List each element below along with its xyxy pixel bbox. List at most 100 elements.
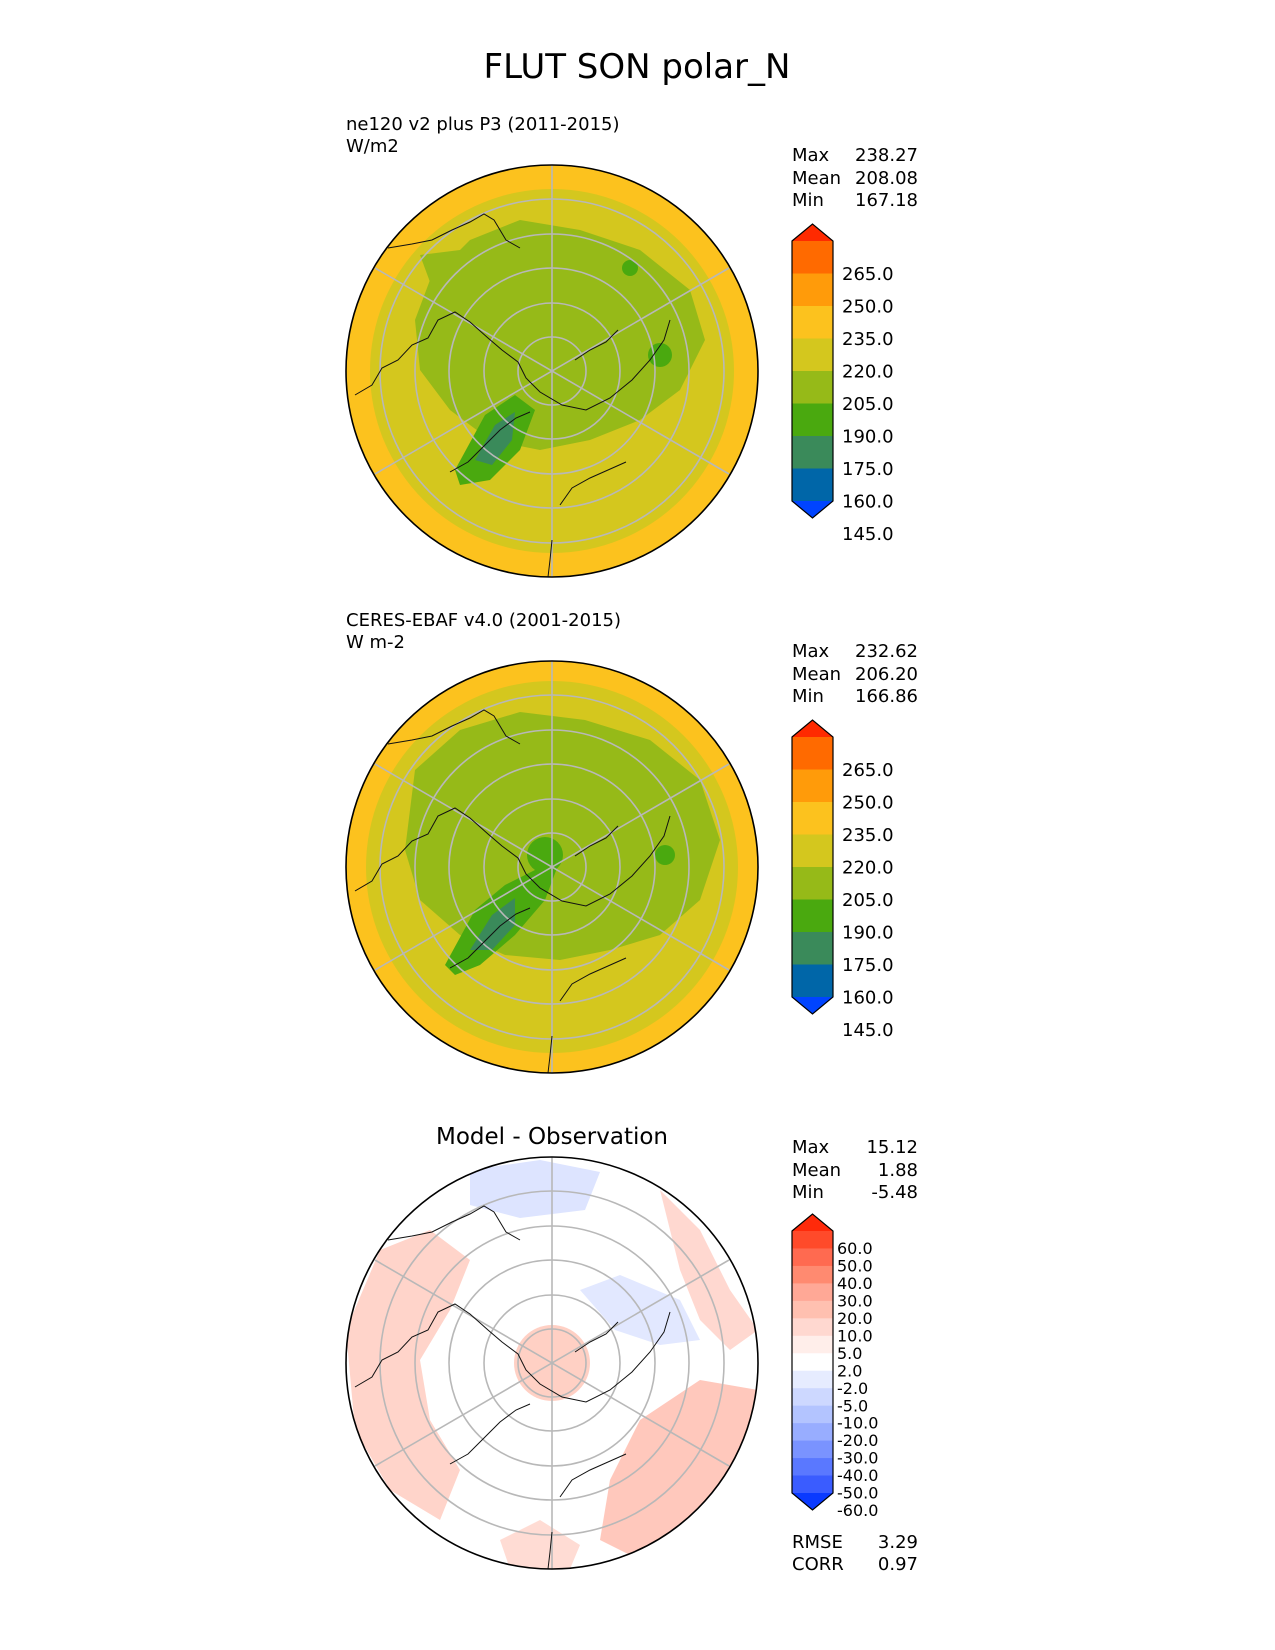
colorbar-tick-label: 175.0: [842, 955, 894, 976]
colorbar-segment: [792, 1405, 833, 1424]
stat-max-value: 232.62: [855, 641, 918, 662]
colorbar-tick-label: -20.0: [837, 1431, 878, 1450]
colorbar-tick-label: 250.0: [842, 296, 894, 317]
colorbar-tick-label: -2.0: [837, 1379, 868, 1398]
colorbar-tick-label: 205.0: [842, 890, 894, 911]
graticule: [374, 1157, 730, 1569]
colorbar-segment: [792, 241, 833, 274]
colorbar-tick-label: -5.0: [837, 1396, 868, 1415]
map-cold-spot: [527, 837, 563, 873]
colorbar-tick-label: 160.0: [842, 491, 894, 512]
colorbar-tick-label: 20.0: [837, 1309, 873, 1328]
colorbar-extend-max: [792, 1214, 833, 1231]
stats-block: Max 238.27 Mean 208.08 Min 167.18: [792, 145, 918, 211]
colorbar-tick-label: 220.0: [842, 361, 894, 382]
diff-positive-region: [660, 1190, 758, 1350]
colorbar-segment: [792, 338, 833, 372]
colorbar-segment: [792, 769, 833, 803]
colorbar-outline: [791, 1213, 834, 1511]
panel-test: ne120 v2 plus P3 (2011-2015) W/m2: [345, 114, 918, 578]
colorbar-extend-max: [792, 720, 833, 737]
stat-mean-label: Mean: [792, 664, 841, 685]
colorbar-tick-label: 10.0: [837, 1326, 873, 1345]
stat-min-label: Min: [792, 686, 824, 707]
colorbar-tick-label: 40.0: [837, 1274, 873, 1293]
stat-min-value: -5.48: [871, 1182, 918, 1203]
colorbar-segment: [792, 306, 833, 339]
graticule: [374, 661, 730, 1073]
panel-header-line: CERES-EBAF v4.0 (2001-2015): [346, 610, 621, 631]
colorbar-segment: [792, 964, 833, 998]
map-colder-region: [475, 412, 515, 465]
stats-block: Max 232.62 Mean 206.20 Min 166.86: [792, 641, 918, 707]
colorbar-tick-label: -50.0: [837, 1484, 878, 1503]
diff-positive-region: [346, 1230, 470, 1520]
colorbar-segment: [792, 802, 833, 835]
colorbar-segment: [792, 1283, 833, 1302]
colorbar-tick-label: 50.0: [837, 1257, 873, 1276]
colorbar-extend-min: [792, 997, 833, 1014]
colorbar: 60.050.040.030.020.010.05.02.0-2.0-5.0-1…: [791, 1213, 878, 1520]
colorbar-extend-min: [792, 501, 833, 518]
colorbar-tick-label: 205.0: [842, 394, 894, 415]
colorbar-segment: [792, 1300, 833, 1319]
colorbar-segment: [792, 932, 833, 965]
colorbar-tick-label: 145.0: [842, 524, 894, 545]
panel-difference: Model - Observation Max 15.: [345, 1124, 918, 1575]
panel-header-line: ne120 v2 plus P3 (2011-2015): [346, 114, 620, 135]
map-border: [345, 164, 759, 578]
colorbar-segment: [792, 1370, 833, 1389]
colorbar-segment: [792, 403, 833, 437]
map-colder-region: [470, 898, 515, 950]
colorbar: 265.0 250.0 235.0 220.0 205.0 190.0 175.0 160.0…: [791, 223, 894, 545]
metric-corr-label: CORR: [792, 1554, 844, 1575]
colorbar-segment: [792, 371, 833, 404]
colorbar-segment: [792, 1248, 833, 1267]
metric-corr-value: 0.97: [878, 1554, 918, 1575]
panel-reference: CERES-EBAF v4.0 (2001-2015) W m-2 Ma: [345, 610, 918, 1074]
colorbar-tick-label: 235.0: [842, 329, 894, 350]
colorbar-tick-label: -10.0: [837, 1414, 878, 1433]
diff-negative-region: [470, 1160, 600, 1218]
difference-title: Model - Observation: [436, 1124, 668, 1150]
colorbar-tick-label: 175.0: [842, 459, 894, 480]
colorbar-segment: [792, 834, 833, 868]
colorbar-tick-label: 265.0: [842, 760, 894, 781]
metric-rmse-label: RMSE: [792, 1532, 843, 1553]
stat-mean-label: Mean: [792, 1160, 841, 1181]
colorbar-tick-label: -40.0: [837, 1466, 878, 1485]
stat-min-label: Min: [792, 1182, 824, 1203]
coastlines: [354, 213, 671, 577]
colorbar-segment: [792, 1318, 833, 1337]
colorbar-tick-label: 5.0: [837, 1344, 862, 1363]
colorbar-tick-label: 220.0: [842, 857, 894, 878]
colorbar-tick-label: 160.0: [842, 987, 894, 1008]
stat-max-value: 238.27: [855, 145, 918, 166]
panel-units: W m-2: [346, 632, 405, 653]
colorbar-extend-max: [792, 224, 833, 241]
stat-max-label: Max: [792, 145, 830, 166]
colorbar-tick-label: 250.0: [842, 792, 894, 813]
stat-min-value: 166.86: [855, 686, 918, 707]
colorbar-segment: [792, 867, 833, 900]
colorbar-tick-label: 235.0: [842, 825, 894, 846]
colorbar-tick-label: -30.0: [837, 1449, 878, 1468]
colorbar-segment: [792, 468, 833, 502]
figure-title: FLUT SON polar_N: [484, 47, 791, 87]
colorbar-segment: [792, 899, 833, 933]
colorbar-segment: [792, 273, 833, 307]
colorbar-tick-label: 145.0: [842, 1020, 894, 1041]
colorbar-segment: [792, 1423, 833, 1442]
colorbar: 265.0 250.0 235.0 220.0 205.0 190.0 175.0 160.0…: [791, 719, 894, 1041]
colorbar-segment: [792, 1388, 833, 1407]
stat-max-label: Max: [792, 641, 830, 662]
map-border: [345, 1156, 759, 1570]
colorbar-segment: [792, 1475, 833, 1494]
colorbar-tick-label: 190.0: [842, 426, 894, 447]
colorbar-segment: [792, 1265, 833, 1284]
map-cold-spot: [655, 845, 675, 865]
colorbar-segment: [792, 1335, 833, 1354]
stat-min-label: Min: [792, 190, 824, 211]
colorbar-segment: [792, 737, 833, 770]
